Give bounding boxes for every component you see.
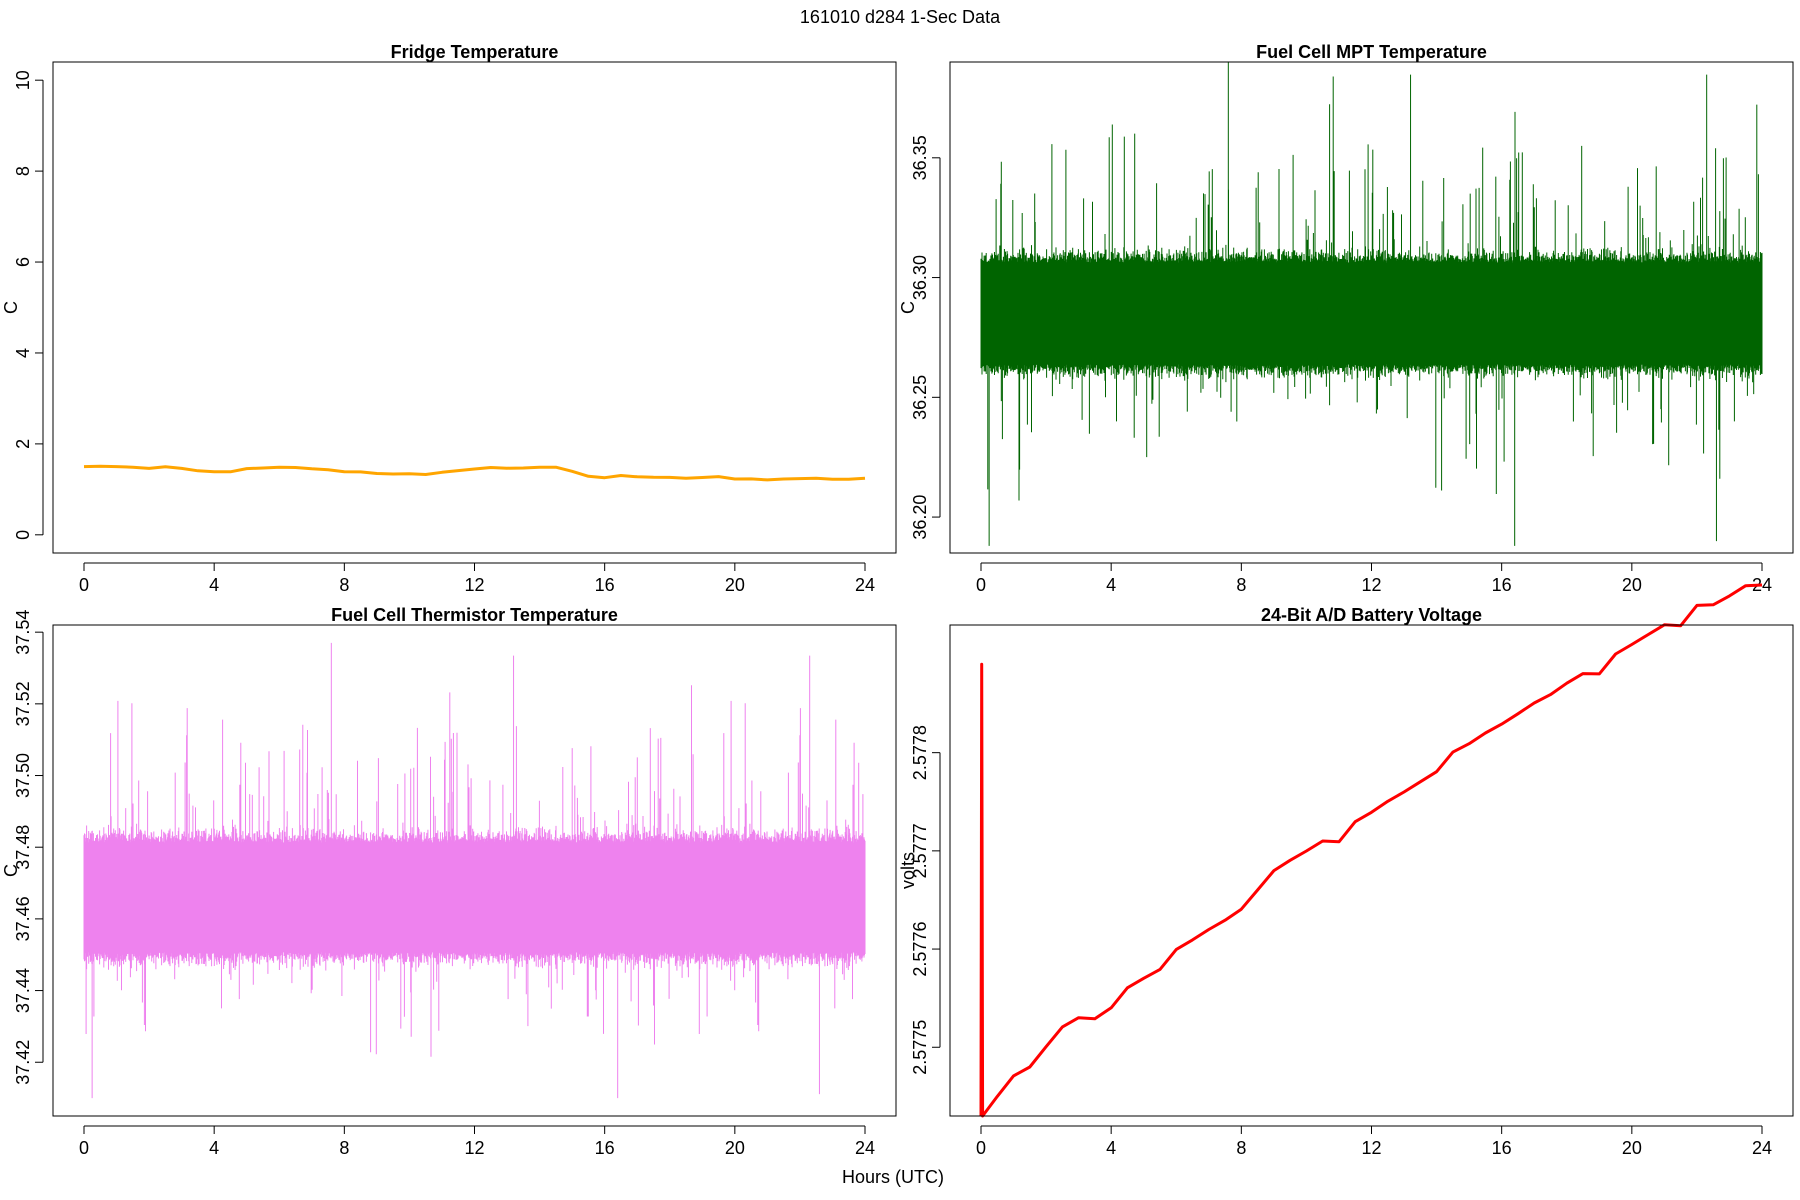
y-tick-label: 2.5777 — [910, 823, 930, 878]
y-tick-label: 0 — [13, 530, 33, 540]
x-tick-label: 8 — [339, 575, 349, 595]
plot-frame — [52, 61, 897, 554]
plot-frame — [52, 624, 897, 1117]
y-tick-label: 37.44 — [13, 968, 33, 1013]
x-tick-label: 16 — [1492, 1138, 1512, 1158]
x-tick-label: 4 — [209, 575, 219, 595]
x-tick-label: 20 — [1622, 1138, 1642, 1158]
series-line — [83, 464, 866, 482]
y-tick-label: 2.5775 — [910, 1020, 930, 1075]
y-tick-label: 36.35 — [910, 135, 930, 180]
x-tick-label: 12 — [1361, 575, 1381, 595]
y-tick-label: 4 — [13, 348, 33, 358]
y-tick-label: 2 — [13, 439, 33, 449]
y-tick-label: 37.50 — [13, 753, 33, 798]
panel-battery-voltage: 24-Bit A/D Battery Voltage volts 0 4 8 12 16 20… — [898, 583, 1794, 1158]
y-axis-label: C — [1, 301, 21, 314]
figure-title: 161010 d284 1-Sec Data — [800, 7, 1001, 27]
y-tick-label: 37.52 — [13, 681, 33, 726]
y-axis-label: volts — [898, 852, 918, 889]
x-tick-label: 16 — [595, 575, 615, 595]
x-tick-label: 12 — [464, 575, 484, 595]
x-tick-label: 16 — [595, 1138, 615, 1158]
y-tick-label: 37.42 — [13, 1040, 33, 1085]
x-tick-label: 12 — [464, 1138, 484, 1158]
y-tick-label: 2.5776 — [910, 922, 930, 977]
x-tick-label: 24 — [855, 575, 875, 595]
plot-frame — [949, 61, 1794, 554]
x-tick-label: 16 — [1492, 575, 1512, 595]
x-tick-label: 4 — [1106, 1138, 1116, 1158]
x-tick-label: 8 — [1236, 575, 1246, 595]
y-tick-label: 37.46 — [13, 896, 33, 941]
plot-title: Fuel Cell Thermistor Temperature — [331, 605, 618, 625]
x-tick-label: 4 — [209, 1138, 219, 1158]
x-tick-label: 0 — [79, 1138, 89, 1158]
series-core-band — [84, 845, 865, 949]
x-tick-label: 8 — [339, 1138, 349, 1158]
x-tick-label: 24 — [1752, 1138, 1772, 1158]
plot-title: Fridge Temperature — [391, 42, 559, 62]
y-tick-label: 36.25 — [910, 375, 930, 420]
plot-frame — [949, 624, 1794, 1117]
plot-title: 24-Bit A/D Battery Voltage — [1261, 605, 1482, 625]
series-core-band — [981, 265, 1762, 362]
plot-title: Fuel Cell MPT Temperature — [1256, 42, 1487, 62]
figure-xlabel: Hours (UTC) — [842, 1167, 944, 1187]
series-line — [979, 583, 1763, 1118]
x-tick-label: 0 — [976, 1138, 986, 1158]
y-axis-label: C — [898, 301, 918, 314]
x-tick-label: 20 — [725, 1138, 745, 1158]
x-tick-label: 20 — [725, 575, 745, 595]
x-tick-label: 0 — [79, 575, 89, 595]
y-tick-label: 6 — [13, 257, 33, 267]
x-tick-label: 8 — [1236, 1138, 1246, 1158]
y-tick-label: 36.20 — [910, 495, 930, 540]
y-tick-label: 37.54 — [13, 610, 33, 655]
x-tick-label: 4 — [1106, 575, 1116, 595]
y-tick-label: 8 — [13, 166, 33, 176]
y-tick-label: 2.5778 — [910, 725, 930, 780]
panel-fuel-cell-thermistor-temperature: Fuel Cell Thermistor Temperature C 0 4 8 12 16… — [1, 605, 897, 1158]
x-tick-label: 20 — [1622, 575, 1642, 595]
x-tick-label: 0 — [976, 575, 986, 595]
y-tick-label: 36.30 — [910, 255, 930, 300]
y-tick-label: 37.48 — [13, 825, 33, 870]
y-tick-label: 10 — [13, 70, 33, 90]
x-tick-label: 24 — [855, 1138, 875, 1158]
y-axis-label: C — [1, 864, 21, 877]
x-tick-label: 12 — [1361, 1138, 1381, 1158]
